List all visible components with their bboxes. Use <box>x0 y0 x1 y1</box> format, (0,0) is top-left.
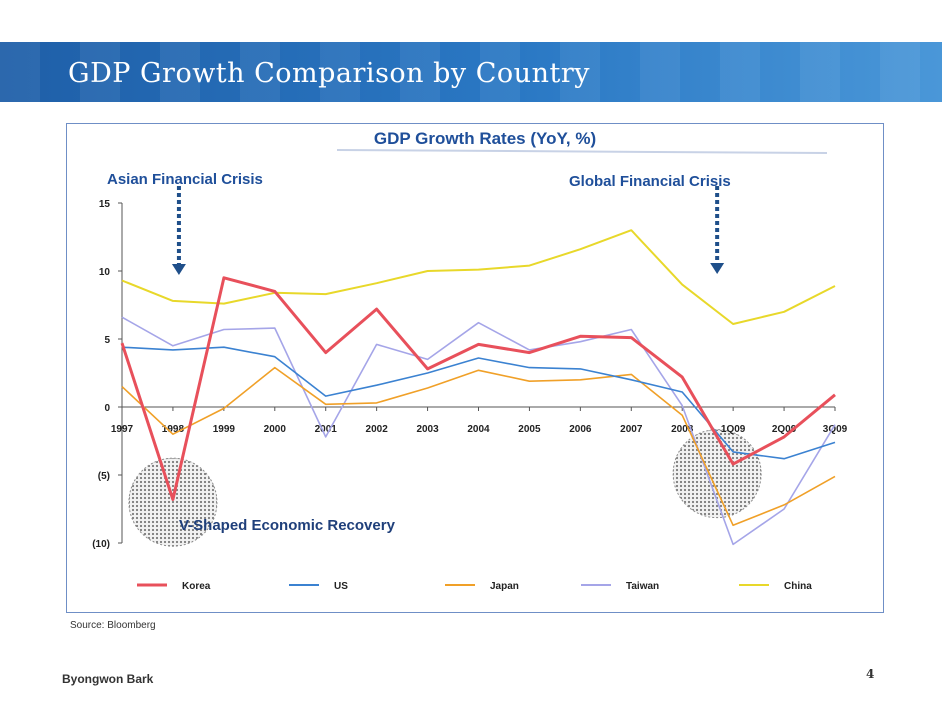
header-stripe-pattern <box>0 42 942 102</box>
chart-title: GDP Growth Rates (YoY, %) <box>374 129 596 148</box>
series-line-taiwan <box>121 316 836 546</box>
x-tick-label: 2000 <box>264 424 287 435</box>
x-tick-label: 1Q09 <box>721 424 746 435</box>
global-crisis-label: Global Financial Crisis <box>569 173 731 190</box>
chart-title-underline <box>336 149 828 154</box>
y-tick-label: 10 <box>99 267 111 278</box>
asian-crisis-arrow-head <box>171 264 186 275</box>
recovery-highlight-circle-2009 <box>672 429 762 519</box>
x-tick-label: 2001 <box>315 424 338 435</box>
y-tick-label: (10) <box>92 539 110 550</box>
legend-label-us: US <box>334 581 348 592</box>
x-tick-label: 2002 <box>366 424 389 435</box>
x-tick-label: 2005 <box>518 424 541 435</box>
page-number: 4 <box>866 667 875 681</box>
x-tick-label: 2008 <box>671 424 694 435</box>
x-tick-label: 2003 <box>416 424 439 435</box>
x-tick-label: 1998 <box>162 424 185 435</box>
x-tick-label: 1999 <box>213 424 236 435</box>
v-recovery-label: V-Shaped Economic Recovery <box>179 517 396 534</box>
series-line-japan <box>121 366 836 527</box>
author-name: Byongwon Bark <box>62 672 154 686</box>
x-tick-label: 3Q09 <box>823 424 848 435</box>
gdp-growth-chart: 15 10 5 0 (5) (10) 1997 1998 1999 2000 2001 2002 200… <box>92 129 848 592</box>
series-line-korea <box>120 276 836 501</box>
y-tick-label: 5 <box>104 335 110 346</box>
header-band <box>0 42 942 102</box>
x-tick-label: 2Q09 <box>772 424 797 435</box>
recovery-highlight-circle-1998 <box>128 457 218 547</box>
legend-label-japan: Japan <box>490 581 519 592</box>
series-line-china <box>121 229 836 325</box>
asian-crisis-label: Asian Financial Crisis <box>107 171 263 188</box>
chart-frame: 15 10 5 0 (5) (10) 1997 1998 1999 2000 2001 2002 200… <box>66 123 884 613</box>
x-tick-label: 2007 <box>620 424 643 435</box>
slide-title: GDP Growth Comparison by Country <box>68 58 590 89</box>
legend-label-china: China <box>784 581 812 592</box>
y-tick-label: (5) <box>98 471 110 482</box>
global-crisis-arrow-head <box>710 263 725 274</box>
legend-label-korea: Korea <box>182 581 211 592</box>
x-tick-label: 2006 <box>569 424 592 435</box>
source-note: Source: Bloomberg <box>70 620 156 631</box>
x-tick-label: 2004 <box>467 424 490 435</box>
y-tick-label: 0 <box>104 403 110 414</box>
legend-label-taiwan: Taiwan <box>626 581 659 592</box>
x-tick-label: 1997 <box>111 424 134 435</box>
y-tick-label: 15 <box>99 199 111 210</box>
series-line-us <box>121 346 836 460</box>
